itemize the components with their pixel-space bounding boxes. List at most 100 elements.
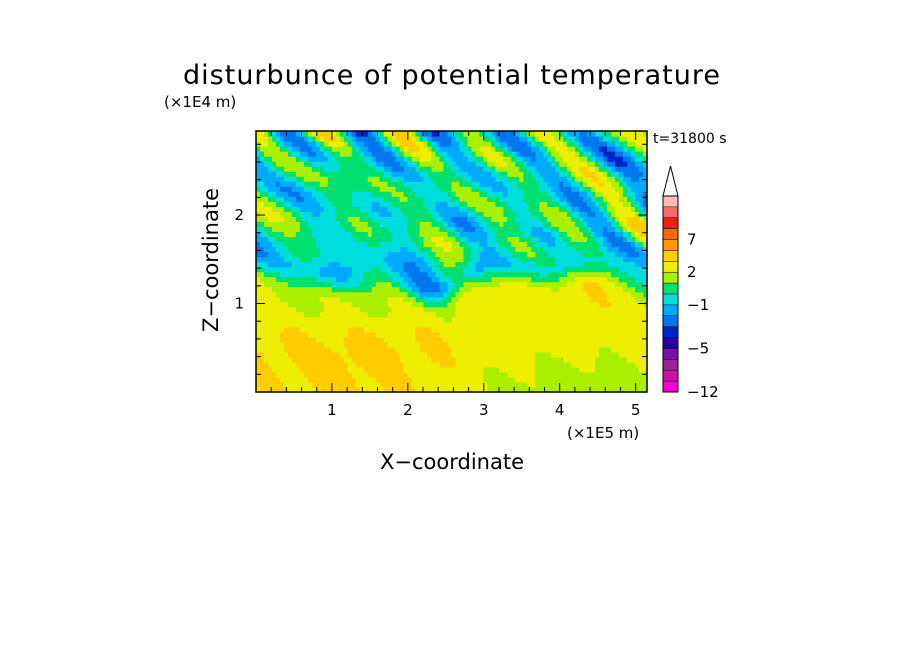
heatmap-cell (575, 376, 580, 383)
heatmap-cell (439, 156, 445, 162)
heatmap-cell (431, 261, 437, 268)
heatmap-cell (523, 136, 528, 142)
heatmap-cell (411, 181, 417, 187)
heatmap-cell (455, 311, 461, 318)
heatmap-cell (575, 321, 580, 328)
heatmap-cell (643, 251, 648, 258)
heatmap-cell (371, 261, 377, 268)
heatmap-cell (339, 361, 345, 368)
heatmap-cell (411, 291, 417, 298)
heatmap-cell (427, 156, 433, 162)
heatmap-cell (295, 336, 301, 343)
heatmap-cell (447, 331, 453, 338)
heatmap-cell (495, 386, 500, 393)
heatmap-cell (555, 386, 560, 393)
heatmap-cell (491, 241, 496, 248)
heatmap-cell (563, 381, 568, 388)
heatmap-cell (475, 231, 481, 237)
heatmap-cell (371, 206, 377, 212)
heatmap-cell (387, 176, 393, 182)
heatmap-cell (379, 316, 385, 323)
heatmap-cell (367, 191, 373, 197)
heatmap-cell (419, 141, 425, 147)
heatmap-cell (399, 251, 405, 258)
heatmap-cell (475, 371, 481, 378)
heatmap-cell (419, 266, 425, 273)
heatmap-cell (351, 346, 357, 353)
heatmap-cell (355, 241, 361, 248)
heatmap-cell (423, 221, 429, 227)
heatmap-cell (423, 196, 429, 202)
heatmap-cell (567, 256, 572, 263)
heatmap-cell (256, 191, 261, 197)
heatmap-cell (587, 191, 592, 197)
heatmap-cell (439, 286, 445, 293)
heatmap-cell (503, 166, 508, 172)
heatmap-cell (623, 136, 628, 142)
heatmap-cell (307, 381, 313, 388)
heatmap-cell (643, 196, 648, 202)
heatmap-cell (327, 371, 333, 378)
heatmap-cell (259, 246, 265, 253)
heatmap-cell (383, 146, 389, 152)
heatmap-cell (275, 326, 281, 333)
heatmap-cell (275, 286, 281, 293)
heatmap-cell (359, 156, 365, 162)
heatmap-cell (511, 331, 516, 338)
heatmap-cell (451, 146, 457, 152)
heatmap-cell (367, 311, 373, 318)
heatmap-cell (623, 141, 628, 147)
heatmap-cell (315, 351, 321, 358)
heatmap-cell (323, 226, 329, 232)
heatmap-cell (479, 141, 485, 147)
heatmap-cell (499, 271, 504, 278)
heatmap-cell (527, 171, 532, 177)
heatmap-cell (631, 186, 636, 192)
heatmap-cell (419, 136, 425, 142)
heatmap-cell (283, 376, 289, 383)
heatmap-cell (299, 286, 305, 293)
heatmap-cell (455, 326, 461, 333)
heatmap-cell (299, 351, 305, 358)
heatmap-cell (415, 196, 421, 202)
heatmap-cell (363, 386, 369, 393)
heatmap-cell (319, 386, 325, 393)
heatmap-cell (603, 196, 608, 202)
heatmap-cell (467, 181, 473, 187)
heatmap-cell (279, 376, 285, 383)
heatmap-cell (407, 286, 413, 293)
heatmap-cell (431, 231, 437, 237)
heatmap-cell (531, 351, 536, 358)
heatmap-cell (275, 361, 281, 368)
heatmap-cell (495, 266, 500, 273)
heatmap-cell (363, 346, 369, 353)
heatmap-cell (619, 161, 624, 167)
heatmap-cell (327, 241, 333, 248)
heatmap-cell (643, 306, 648, 313)
heatmap-cell (599, 161, 604, 167)
heatmap-cell (379, 151, 385, 157)
heatmap-cell (419, 341, 425, 348)
heatmap-cell (535, 161, 540, 167)
heatmap-cell (607, 191, 612, 197)
heatmap-cell (643, 241, 648, 248)
heatmap-cell (535, 156, 540, 162)
heatmap-cell (571, 211, 576, 217)
heatmap-cell (559, 356, 564, 363)
heatmap-cell (443, 296, 449, 303)
heatmap-cell (467, 356, 473, 363)
heatmap-cell (379, 336, 385, 343)
heatmap-cell (411, 276, 417, 283)
heatmap-cell (391, 236, 397, 243)
heatmap-cell (359, 276, 365, 283)
heatmap-cell (587, 381, 592, 388)
heatmap-cell (575, 346, 580, 353)
heatmap-cell (523, 191, 528, 197)
heatmap-cell (279, 181, 285, 187)
heatmap-cell (571, 321, 576, 328)
heatmap-cell (311, 346, 317, 353)
heatmap-cell (611, 156, 616, 162)
heatmap-cell (407, 296, 413, 303)
heatmap-cell (351, 211, 357, 217)
heatmap-cell (483, 356, 489, 363)
